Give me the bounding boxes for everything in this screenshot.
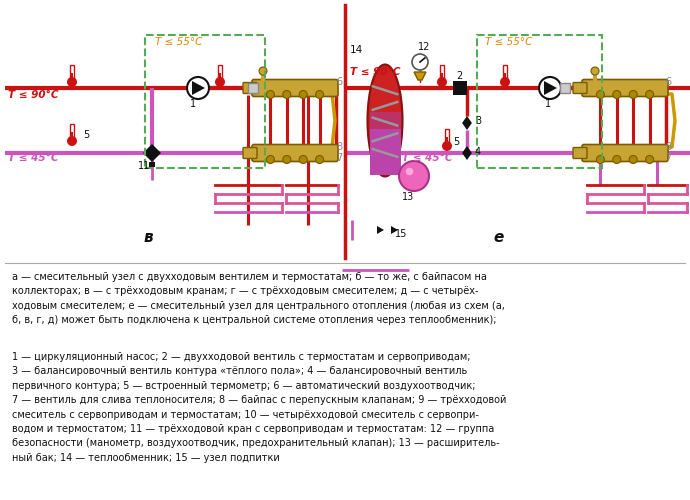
Circle shape [266, 90, 275, 98]
Circle shape [215, 77, 225, 87]
Polygon shape [377, 226, 384, 234]
Text: 1: 1 [190, 99, 196, 109]
Polygon shape [544, 81, 557, 95]
Polygon shape [462, 116, 472, 130]
Bar [560, 83, 570, 93]
Text: 6: 6 [665, 77, 671, 87]
Circle shape [283, 90, 290, 98]
Circle shape [539, 77, 561, 99]
Text: 14: 14 [350, 45, 363, 55]
Polygon shape [391, 226, 398, 234]
Text: 8: 8 [665, 142, 671, 152]
Text: T ≤ 90°C: T ≤ 90°C [8, 90, 59, 100]
FancyBboxPatch shape [243, 148, 257, 158]
Circle shape [646, 90, 653, 98]
Text: 8: 8 [336, 142, 342, 152]
Bar [445, 129, 449, 146]
Text: 5: 5 [83, 130, 89, 140]
Bar [70, 65, 74, 82]
Circle shape [299, 90, 307, 98]
FancyBboxPatch shape [252, 144, 338, 162]
Text: 3: 3 [475, 116, 481, 126]
Circle shape [500, 77, 510, 87]
Circle shape [442, 141, 452, 151]
FancyBboxPatch shape [582, 80, 668, 96]
Text: T ≤ 90°C: T ≤ 90°C [350, 67, 400, 77]
Circle shape [315, 90, 324, 98]
Circle shape [646, 156, 653, 164]
Text: 6: 6 [336, 77, 342, 87]
Circle shape [283, 156, 290, 164]
Circle shape [613, 156, 621, 164]
Circle shape [187, 77, 209, 99]
Bar [503, 65, 507, 82]
Bar [440, 65, 444, 82]
Text: 12: 12 [418, 42, 431, 52]
Text: 15: 15 [395, 229, 407, 239]
Text: T ≤ 55°C: T ≤ 55°C [155, 37, 202, 47]
FancyBboxPatch shape [243, 82, 257, 94]
Bar [71, 72, 73, 82]
Circle shape [399, 161, 429, 191]
Text: 5: 5 [453, 137, 460, 147]
Circle shape [613, 90, 621, 98]
Polygon shape [143, 144, 161, 162]
Circle shape [629, 156, 637, 164]
Text: 7: 7 [336, 153, 342, 163]
Text: в: в [144, 230, 152, 246]
Circle shape [629, 90, 637, 98]
Bar [71, 132, 73, 141]
Circle shape [299, 156, 307, 164]
Bar [453, 81, 467, 95]
Circle shape [591, 67, 599, 75]
Text: а — смесительный узел с двухходовым вентилем и термостатам; б — то же, с байпасо: а — смесительный узел с двухходовым вент… [12, 272, 505, 325]
Bar [248, 83, 258, 93]
Text: T ≤ 45°C: T ≤ 45°C [8, 153, 59, 163]
Text: е: е [494, 230, 504, 246]
Bar [218, 65, 222, 82]
Text: 13: 13 [402, 192, 414, 202]
Text: T ≤ 45°C: T ≤ 45°C [402, 153, 453, 163]
Circle shape [266, 156, 275, 164]
FancyBboxPatch shape [573, 82, 587, 94]
Bar [219, 72, 221, 82]
Circle shape [67, 77, 77, 87]
Circle shape [437, 77, 447, 87]
Bar [446, 136, 448, 146]
Circle shape [406, 168, 413, 175]
Bar [477, 35, 602, 168]
Bar [441, 72, 443, 82]
Bar [370, 124, 400, 174]
Circle shape [596, 156, 604, 164]
FancyBboxPatch shape [252, 80, 338, 96]
Polygon shape [414, 72, 426, 80]
Bar [145, 35, 265, 168]
Text: 2: 2 [456, 71, 462, 81]
FancyBboxPatch shape [582, 144, 668, 162]
Circle shape [259, 67, 267, 75]
Polygon shape [462, 146, 472, 160]
Bar [149, 162, 155, 167]
Polygon shape [192, 81, 205, 95]
FancyBboxPatch shape [573, 148, 587, 158]
Circle shape [67, 136, 77, 146]
Bar [70, 124, 74, 141]
Circle shape [412, 54, 428, 70]
Text: 4: 4 [475, 147, 481, 157]
Ellipse shape [368, 64, 402, 176]
Circle shape [315, 156, 324, 164]
Text: 11: 11 [138, 161, 150, 171]
Circle shape [596, 90, 604, 98]
Bar [504, 72, 506, 82]
Text: 1 — циркуляционный насос; 2 — двухходовой вентиль с термостатам и сервоприводам;: 1 — циркуляционный насос; 2 — двухходово… [12, 352, 506, 463]
Text: T ≤ 55°C: T ≤ 55°C [485, 37, 533, 47]
Text: 7: 7 [665, 153, 671, 163]
Bar [370, 112, 400, 129]
Text: 1: 1 [545, 99, 551, 109]
